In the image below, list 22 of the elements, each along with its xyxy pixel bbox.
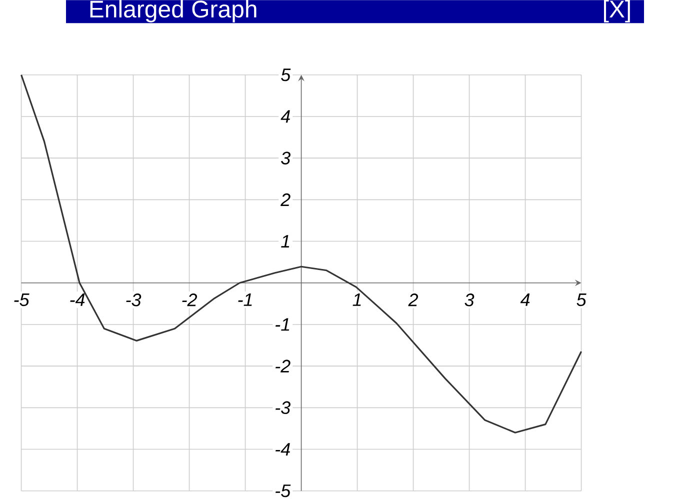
y-tick-label: -4 — [276, 442, 290, 456]
y-tick-label: 5 — [281, 68, 291, 82]
y-tick-label: 4 — [280, 110, 290, 123]
y-tick-label: -2 — [276, 360, 290, 372]
x-tick-label: -1 — [238, 293, 252, 306]
y-tick-label: -3 — [276, 401, 290, 414]
x-tick-label: -5 — [14, 293, 30, 306]
x-tick-label: -3 — [126, 293, 142, 306]
y-tick-label: 2 — [280, 193, 290, 206]
y-tick-label: 3 — [281, 152, 290, 164]
x-tick-label: 4 — [520, 293, 530, 306]
x-tick-label: -4 — [70, 293, 85, 306]
x-tick-label: 1 — [352, 293, 361, 306]
x-tick-label: -2 — [182, 293, 198, 306]
y-tick-label: -5 — [276, 484, 291, 498]
x-tick-label: 5 — [576, 293, 586, 306]
x-tick-label: 2 — [408, 293, 418, 306]
x-tick-label: 3 — [464, 293, 474, 306]
y-tick-label: -1 — [276, 318, 290, 331]
text: [X] — [604, 0, 630, 22]
chart-title: Enlarged Graph — [90, 0, 256, 22]
y-tick-label: 1 — [281, 234, 290, 248]
